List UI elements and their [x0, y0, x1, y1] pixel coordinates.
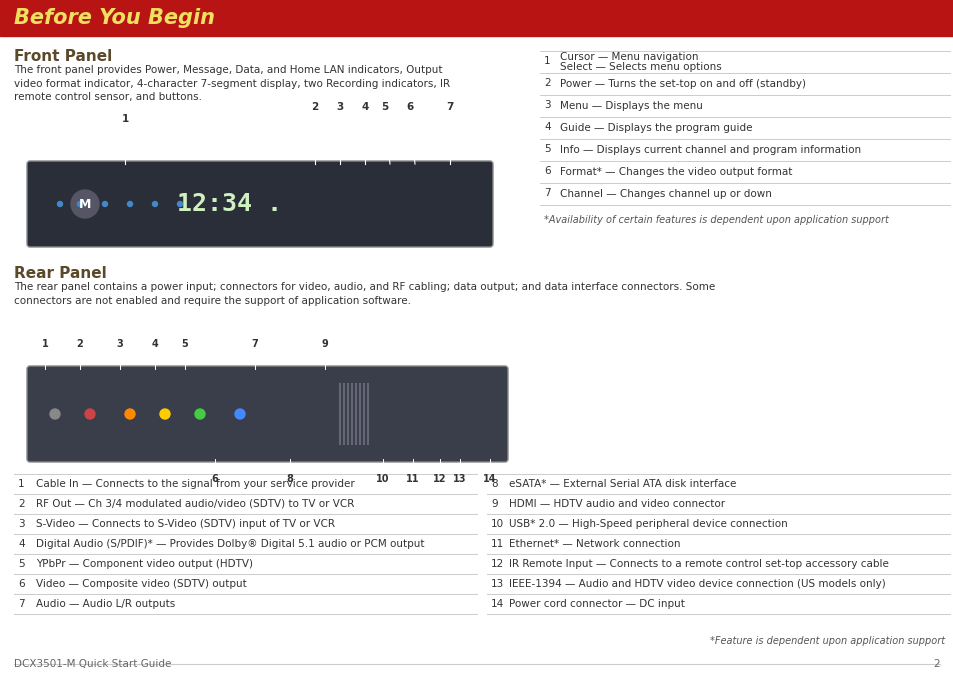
Circle shape — [152, 202, 157, 206]
Text: 7: 7 — [543, 188, 550, 198]
Text: Format* — Changes the video output format: Format* — Changes the video output forma… — [559, 167, 792, 177]
Text: *Availability of certain features is dependent upon application support: *Availability of certain features is dep… — [543, 215, 888, 225]
Text: 6: 6 — [18, 579, 25, 589]
Text: 2: 2 — [543, 78, 550, 88]
Text: 1: 1 — [18, 479, 25, 489]
Text: Select — Selects menu options: Select — Selects menu options — [559, 62, 721, 72]
Text: *Feature is dependent upon application support: *Feature is dependent upon application s… — [709, 636, 944, 646]
Text: 12:34 .: 12:34 . — [177, 192, 282, 216]
Text: 1: 1 — [121, 114, 129, 124]
Text: Guide — Displays the program guide: Guide — Displays the program guide — [559, 123, 752, 133]
FancyBboxPatch shape — [27, 366, 507, 462]
Text: 1: 1 — [42, 339, 49, 349]
FancyBboxPatch shape — [27, 161, 493, 247]
Text: The rear panel contains a power input; connectors for video, audio, and RF cabli: The rear panel contains a power input; c… — [14, 282, 715, 305]
Text: 12: 12 — [433, 474, 446, 484]
Text: 2: 2 — [932, 659, 939, 669]
Circle shape — [50, 409, 60, 419]
Text: 9: 9 — [321, 339, 328, 349]
Text: Menu — Displays the menu: Menu — Displays the menu — [559, 101, 702, 111]
Text: USB* 2.0 — High-Speed peripheral device connection: USB* 2.0 — High-Speed peripheral device … — [509, 519, 787, 529]
Text: S-Video — Connects to S-Video (SDTV) input of TV or VCR: S-Video — Connects to S-Video (SDTV) inp… — [36, 519, 335, 529]
Circle shape — [177, 202, 182, 206]
Circle shape — [160, 409, 170, 419]
Text: 2: 2 — [76, 339, 83, 349]
Text: Power — Turns the set-top on and off (standby): Power — Turns the set-top on and off (st… — [559, 79, 805, 89]
Text: 5: 5 — [381, 102, 388, 112]
Text: 4: 4 — [543, 122, 550, 132]
Text: 3: 3 — [336, 102, 343, 112]
Text: Digital Audio (S/PDIF)* — Provides Dolby® Digital 5.1 audio or PCM output: Digital Audio (S/PDIF)* — Provides Dolby… — [36, 539, 424, 549]
Text: Ethernet* — Network connection: Ethernet* — Network connection — [509, 539, 679, 549]
Text: 2: 2 — [18, 499, 25, 509]
Text: 6: 6 — [212, 474, 218, 484]
Text: 7: 7 — [252, 339, 258, 349]
Text: 8: 8 — [491, 479, 497, 489]
Circle shape — [194, 409, 205, 419]
Text: 10: 10 — [375, 474, 390, 484]
Text: RF Out — Ch 3/4 modulated audio/video (SDTV) to TV or VCR: RF Out — Ch 3/4 modulated audio/video (S… — [36, 499, 354, 509]
Text: 6: 6 — [406, 102, 414, 112]
Text: 14: 14 — [491, 599, 504, 609]
Text: 7: 7 — [18, 599, 25, 609]
Bar — [0, 0, 953, 36]
Text: Channel — Changes channel up or down: Channel — Changes channel up or down — [559, 189, 771, 199]
Circle shape — [71, 190, 99, 218]
Text: 5: 5 — [543, 144, 550, 154]
Text: Power cord connector — DC input: Power cord connector — DC input — [509, 599, 684, 609]
Text: Before You Begin: Before You Begin — [14, 8, 214, 28]
Text: Video — Composite video (SDTV) output: Video — Composite video (SDTV) output — [36, 579, 247, 589]
Text: 5: 5 — [181, 339, 188, 349]
Text: 11: 11 — [491, 539, 504, 549]
Circle shape — [77, 202, 82, 206]
Text: 11: 11 — [406, 474, 419, 484]
Text: 4: 4 — [18, 539, 25, 549]
Circle shape — [128, 202, 132, 206]
Text: Cursor — Menu navigation: Cursor — Menu navigation — [559, 52, 698, 62]
Text: Audio — Audio L/R outputs: Audio — Audio L/R outputs — [36, 599, 175, 609]
Text: 13: 13 — [453, 474, 466, 484]
Text: M: M — [79, 197, 91, 210]
Text: 3: 3 — [18, 519, 25, 529]
Text: IR Remote Input — Connects to a remote control set-top accessory cable: IR Remote Input — Connects to a remote c… — [509, 559, 888, 569]
Text: Front Panel: Front Panel — [14, 49, 112, 64]
Text: 12: 12 — [491, 559, 504, 569]
Circle shape — [85, 409, 95, 419]
Text: 6: 6 — [543, 166, 550, 176]
Circle shape — [57, 202, 63, 206]
Text: Cable In — Connects to the signal from your service provider: Cable In — Connects to the signal from y… — [36, 479, 355, 489]
Text: IEEE-1394 — Audio and HDTV video device connection (US models only): IEEE-1394 — Audio and HDTV video device … — [509, 579, 884, 589]
Text: HDMI — HDTV audio and video connector: HDMI — HDTV audio and video connector — [509, 499, 724, 509]
Text: 1: 1 — [543, 56, 550, 66]
Text: Info — Displays current channel and program information: Info — Displays current channel and prog… — [559, 145, 861, 155]
Text: eSATA* — External Serial ATA disk interface: eSATA* — External Serial ATA disk interf… — [509, 479, 736, 489]
Text: 3: 3 — [116, 339, 123, 349]
Text: 3: 3 — [543, 100, 550, 110]
Text: The front panel provides Power, Message, Data, and Home LAN indicators, Output
v: The front panel provides Power, Message,… — [14, 65, 450, 102]
Text: 13: 13 — [491, 579, 504, 589]
Circle shape — [125, 409, 135, 419]
Text: DCX3501-M Quick Start Guide: DCX3501-M Quick Start Guide — [14, 659, 172, 669]
Text: Rear Panel: Rear Panel — [14, 266, 107, 281]
Circle shape — [234, 409, 245, 419]
Text: 14: 14 — [483, 474, 497, 484]
Text: 7: 7 — [446, 102, 454, 112]
Text: 9: 9 — [491, 499, 497, 509]
Circle shape — [102, 202, 108, 206]
Text: 2: 2 — [311, 102, 318, 112]
Text: 4: 4 — [361, 102, 368, 112]
Text: 5: 5 — [18, 559, 25, 569]
Text: YPbPr — Component video output (HDTV): YPbPr — Component video output (HDTV) — [36, 559, 253, 569]
Text: 4: 4 — [152, 339, 158, 349]
Text: 10: 10 — [491, 519, 503, 529]
Text: 8: 8 — [286, 474, 294, 484]
